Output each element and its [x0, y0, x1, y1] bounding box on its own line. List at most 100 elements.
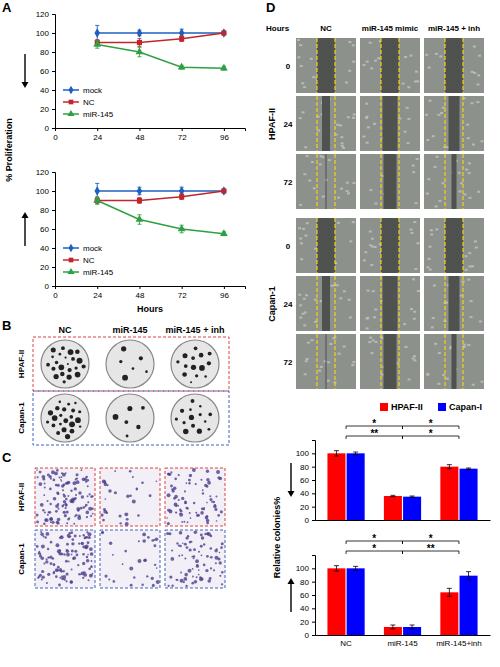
- series-line: [97, 201, 224, 234]
- stained-cell: [129, 470, 132, 473]
- stained-cell: [171, 550, 173, 552]
- stained-cell: [202, 492, 204, 494]
- cell-texture: [311, 161, 314, 163]
- colony: [182, 372, 187, 377]
- cell-texture: [438, 200, 441, 202]
- legend-marker: [67, 268, 74, 274]
- stained-cell: [171, 557, 175, 561]
- cell-texture: [413, 355, 416, 357]
- stained-cell: [63, 511, 66, 514]
- cell-texture: [310, 58, 313, 60]
- stained-cell: [43, 523, 46, 526]
- stained-cell: [82, 562, 85, 565]
- stained-cell: [49, 503, 51, 505]
- axis-line: [56, 129, 246, 132]
- stained-cell: [213, 505, 217, 509]
- colony: [183, 429, 188, 434]
- column-header: Hours: [266, 24, 290, 33]
- wound-edge: [444, 218, 445, 273]
- data-point: [137, 40, 142, 45]
- x-axis: 024487296: [53, 286, 245, 300]
- cell-texture: [304, 311, 307, 313]
- stained-cell: [207, 481, 211, 485]
- tick-label: 100: [296, 449, 310, 458]
- stained-cell: [185, 585, 187, 587]
- tick-label: 40: [300, 489, 309, 498]
- cell-texture: [412, 171, 415, 173]
- stained-cell: [78, 515, 81, 518]
- stained-cell: [71, 542, 74, 545]
- stained-cell: [187, 535, 190, 538]
- stained-cell: [82, 577, 84, 579]
- stained-cell: [168, 532, 171, 535]
- cell-texture: [416, 242, 419, 244]
- wound-edge: [380, 96, 381, 151]
- stained-cell: [213, 569, 215, 571]
- wound-edge: [380, 38, 381, 93]
- stained-cell: [202, 508, 204, 510]
- cell-texture: [429, 246, 432, 248]
- cell-texture: [329, 343, 332, 345]
- tick: 40: [40, 244, 55, 253]
- cell-texture: [300, 65, 303, 67]
- stained-cell: [193, 502, 195, 504]
- cell-texture: [407, 118, 410, 120]
- stained-cell: [198, 569, 200, 571]
- legend-label: NC: [83, 98, 95, 107]
- cell-texture: [299, 117, 302, 119]
- stained-cell: [147, 536, 150, 539]
- wound-gap: [445, 38, 463, 93]
- tick-mark: [224, 128, 225, 131]
- data-point: [179, 194, 184, 199]
- stained-cell: [81, 469, 83, 471]
- cell-texture: [319, 163, 322, 165]
- cell-texture: [301, 82, 304, 84]
- colony: [71, 357, 75, 361]
- stained-cell: [56, 492, 59, 495]
- cell-texture: [410, 229, 413, 231]
- colony: [75, 372, 81, 378]
- tick-label: miR-145+inh: [436, 639, 482, 648]
- cell-texture: [442, 374, 445, 376]
- stained-cell: [102, 519, 105, 522]
- stained-cell: [85, 476, 88, 479]
- cell-texture: [468, 162, 471, 164]
- tick: 100: [296, 449, 315, 458]
- cell-texture: [460, 182, 463, 184]
- colony: [62, 427, 67, 432]
- wound-gap: [384, 154, 397, 209]
- stained-cell: [43, 562, 45, 564]
- culture-dish: [171, 340, 219, 388]
- stained-cell: [65, 507, 67, 509]
- tick-mark: [312, 608, 315, 609]
- wound-edge: [462, 154, 463, 209]
- wound-panel: HoursNCmiR-145 mimicmiR-145 + inhHPAF-II…: [266, 24, 484, 389]
- stained-cell: [69, 499, 73, 503]
- stained-cell: [49, 475, 52, 478]
- cell-texture: [349, 240, 352, 242]
- stained-cell: [40, 533, 44, 537]
- micrograph: [100, 530, 160, 588]
- colony: [67, 363, 69, 365]
- cell-texture: [475, 247, 478, 249]
- stained-cell: [167, 473, 170, 476]
- cell-texture: [425, 54, 428, 56]
- stained-cell: [126, 518, 129, 521]
- cell-texture: [297, 56, 300, 58]
- stained-cell: [66, 580, 68, 582]
- tick-mark: [52, 90, 55, 91]
- stained-cell: [47, 514, 49, 516]
- stained-cell: [66, 543, 69, 546]
- colony: [46, 363, 50, 367]
- tick-label: 20: [300, 503, 309, 512]
- stained-cell: [181, 497, 184, 500]
- wound-edge: [380, 154, 381, 209]
- stained-cell: [66, 549, 68, 551]
- stained-cell: [221, 542, 224, 545]
- wound-gap: [445, 218, 463, 273]
- colony: [207, 361, 211, 365]
- cell-texture: [409, 55, 412, 57]
- axis-line: [312, 556, 316, 636]
- micrograph: [296, 334, 356, 389]
- cell-texture: [481, 140, 484, 142]
